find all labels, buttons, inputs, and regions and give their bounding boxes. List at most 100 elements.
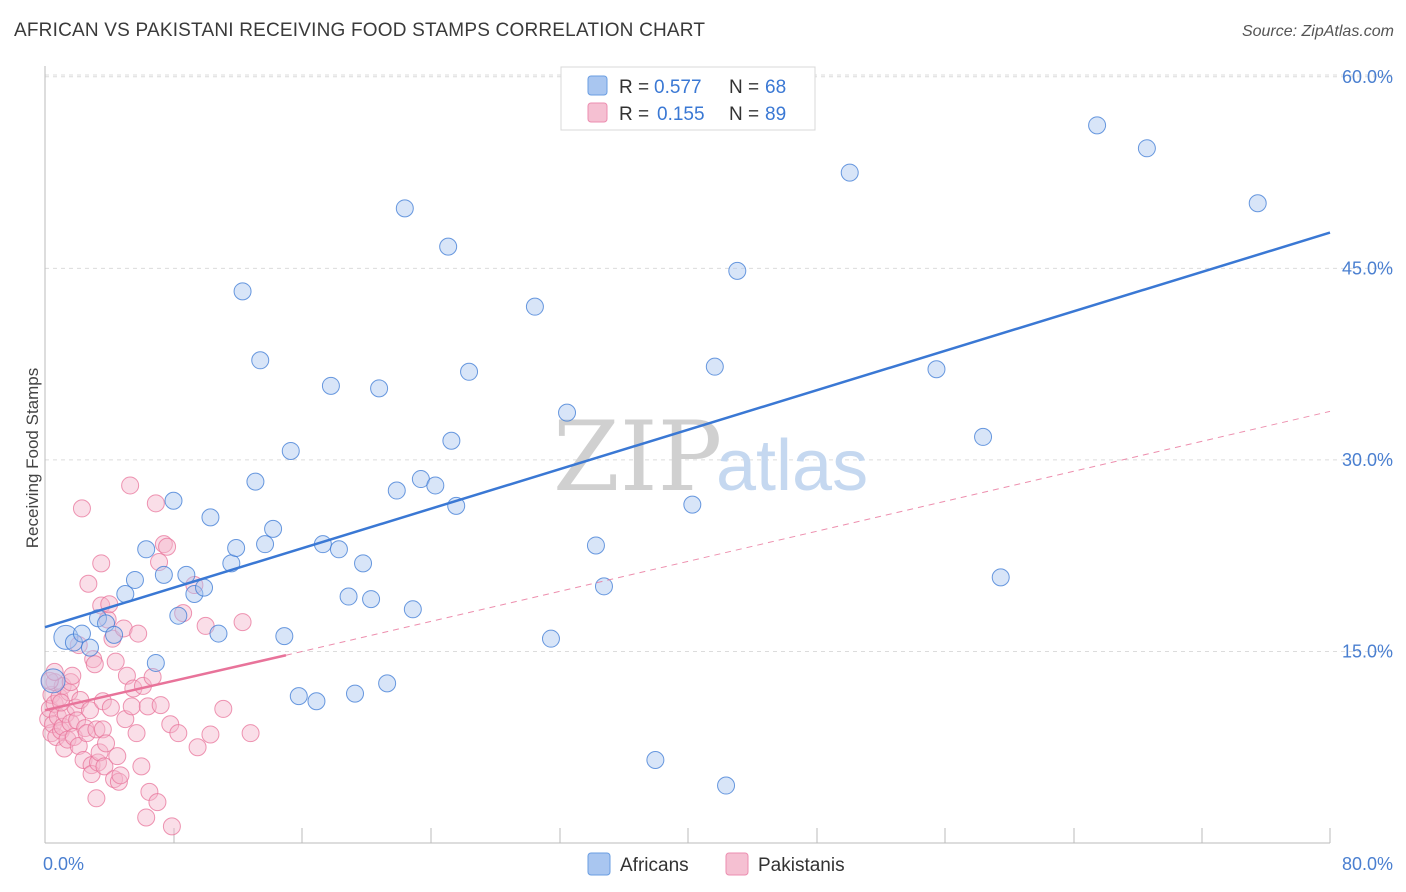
pakistanis-point — [132, 757, 151, 776]
africans-point — [209, 624, 228, 643]
africans-point — [646, 750, 665, 769]
africans-point — [201, 508, 220, 527]
africans-point — [264, 519, 283, 538]
africans-point — [227, 539, 246, 558]
watermark-atlas: atlas — [716, 426, 868, 506]
africans-point — [233, 282, 252, 301]
africans-point — [154, 565, 173, 584]
africans-point — [1137, 139, 1156, 158]
pakistanis-point — [114, 619, 133, 638]
pakistanis-points — [39, 476, 260, 836]
africans-point — [307, 692, 326, 711]
africans-point — [329, 540, 348, 559]
pakistanis-point — [121, 476, 140, 495]
legend-n-value-pakistanis: 89 — [765, 104, 786, 125]
pakistanis-point — [158, 537, 177, 556]
africans-point — [146, 653, 165, 672]
pakistanis-point — [92, 554, 111, 573]
africans-point — [840, 163, 859, 182]
pakistanis-point — [169, 724, 188, 743]
pakistanis-point — [93, 720, 112, 739]
pakistanis-point — [69, 736, 88, 755]
y-tick-label: 45.0% — [1342, 258, 1393, 278]
pakistanis-point — [214, 699, 233, 718]
africans-point — [80, 638, 99, 657]
pakistanis-point — [188, 738, 207, 757]
africans-point — [346, 684, 365, 703]
africans-point — [137, 540, 156, 559]
pakistanis-point — [79, 574, 98, 593]
x-tick-label: 80.0% — [1342, 854, 1393, 874]
africans-point — [442, 431, 461, 450]
x-tick-label: 0.0% — [43, 854, 84, 874]
pakistanis-point — [72, 499, 91, 518]
y-tick-label: 30.0% — [1342, 450, 1393, 470]
pakistanis-point — [233, 613, 252, 632]
pakistanis-point — [146, 494, 165, 513]
bottom-legend-swatch-africans — [587, 852, 611, 876]
africans-point — [991, 568, 1010, 587]
africans-point — [281, 441, 300, 460]
pakistanis-point — [111, 766, 130, 785]
africans-point — [586, 536, 605, 555]
axes — [44, 66, 1331, 844]
legend-r-label-africans: R = — [619, 77, 649, 98]
pakistanis-point — [151, 696, 170, 715]
legend-r-label-pakistanis: R = — [619, 104, 649, 125]
africans-point — [321, 376, 340, 395]
pakistanis-trend-line — [44, 654, 287, 712]
pakistanis-point — [80, 701, 99, 720]
africans-point — [395, 199, 414, 218]
pakistanis-point — [138, 697, 157, 716]
africans-point — [1248, 194, 1267, 213]
pakistanis-point — [87, 720, 106, 739]
africans-point — [40, 668, 66, 694]
pakistanis-point — [101, 698, 120, 717]
pakistanis-point — [69, 636, 88, 655]
africans-point — [378, 674, 397, 693]
legend-r-value-africans: 0.577 — [654, 77, 702, 98]
x-tick-labels: 0.0% 80.0% — [43, 854, 1393, 874]
y-tick-labels: 15.0% 30.0% 45.0% 60.0% — [1342, 67, 1393, 662]
pakistanis-trend-extension — [285, 410, 1331, 656]
africans-point — [125, 570, 144, 589]
africans-trend-line — [44, 231, 1331, 629]
pakistanis-point — [106, 652, 125, 671]
africans-point — [370, 379, 389, 398]
africans-point — [594, 577, 613, 596]
africans-point — [246, 472, 265, 491]
pakistanis-point — [95, 757, 114, 776]
africans-point — [426, 476, 445, 495]
y-tick-label: 15.0% — [1342, 641, 1393, 661]
bottom-legend-africans: Africans — [620, 855, 689, 876]
africans-point — [439, 237, 458, 256]
africans-point — [339, 587, 358, 606]
legend-swatch-pakistanis — [587, 102, 608, 123]
y-tick-label: 60.0% — [1342, 67, 1393, 87]
africans-point — [72, 624, 91, 643]
africans-point — [728, 261, 747, 280]
africans-point — [525, 297, 544, 316]
africans-point — [53, 624, 79, 650]
pakistanis-point — [90, 743, 109, 762]
pakistanis-point — [109, 772, 128, 791]
pakistanis-point — [162, 817, 181, 836]
legend: R = 0.577 N = 68 R = 0.155 N = 89 — [560, 66, 816, 131]
y-axis-title: Receiving Food Stamps — [23, 368, 42, 548]
pakistanis-point — [45, 662, 64, 681]
africans-point — [683, 495, 702, 514]
africans-point — [403, 600, 422, 619]
pakistanis-point — [85, 655, 104, 674]
bottom-legend-pakistanis: Pakistanis — [758, 855, 845, 876]
legend-n-label-pakistanis: N = — [729, 104, 759, 125]
africans-point — [164, 491, 183, 510]
africans-point — [251, 351, 270, 370]
watermark: ZIP atlas — [553, 401, 868, 513]
pakistanis-point — [122, 697, 141, 716]
pakistanis-point — [87, 789, 106, 808]
africans-point — [256, 535, 275, 554]
africans-point — [185, 584, 204, 603]
africans-point — [195, 578, 214, 597]
africans-point — [541, 629, 560, 648]
pakistanis-point — [137, 808, 156, 827]
